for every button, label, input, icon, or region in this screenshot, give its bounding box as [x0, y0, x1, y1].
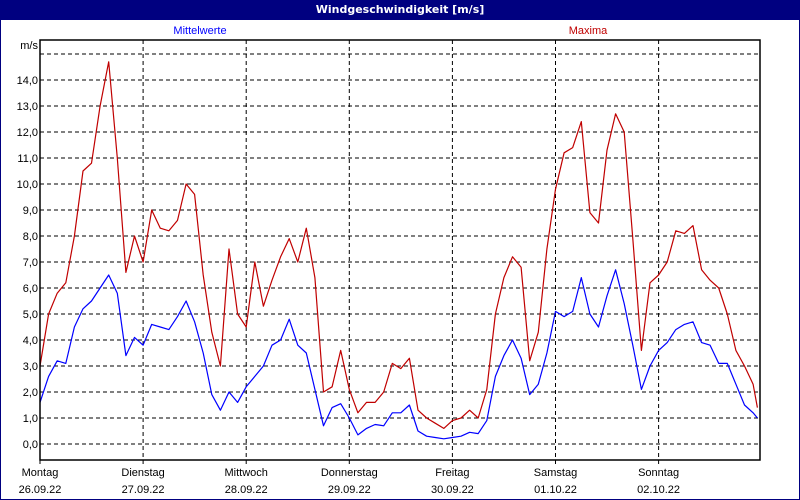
y-tick-label: 6,0: [23, 283, 38, 295]
y-tick-label: 2,0: [23, 387, 38, 399]
y-tick-label: 12,0: [17, 127, 38, 139]
x-day-label: Mittwoch: [224, 467, 267, 479]
axis-labels: 0,0 1,0 2,0 3,0 4,0 5,0 6,0 7,0 8,0 9,0 10,0 11,0 12…: [17, 75, 680, 496]
y-tick-label: 1,0: [23, 413, 38, 425]
y-tick-label: 14,0: [17, 75, 38, 87]
x-date-label: 28.09.22: [225, 484, 268, 496]
x-date-label: 29.09.22: [328, 484, 371, 496]
x-day-label: Montag: [22, 467, 59, 479]
x-date-label: 30.09.22: [431, 484, 474, 496]
series-line-maxima: [39, 61, 758, 429]
y-tick-label: 9,0: [23, 205, 38, 217]
legend-maxima: Maxima: [569, 25, 608, 37]
y-tick-label: 10,0: [17, 179, 38, 191]
grid: [39, 40, 760, 464]
window-title: Windgeschwindigkeit [m/s]: [0, 0, 800, 20]
x-date-label: 02.10.22: [637, 484, 680, 496]
y-tick-label: 4,0: [23, 335, 38, 347]
y-tick-label: 3,0: [23, 361, 38, 373]
plot-frame: [39, 39, 761, 461]
series-line-mittelwerte: [39, 269, 758, 440]
y-tick-label: 0,0: [23, 439, 38, 451]
x-day-label: Sonntag: [638, 467, 679, 479]
x-day-label: Freitag: [435, 467, 469, 479]
x-day-label: Samstag: [534, 467, 577, 479]
y-tick-label: 11,0: [17, 153, 38, 165]
y-tick-label: 13,0: [17, 101, 38, 113]
x-date-label: 26.09.22: [19, 484, 62, 496]
x-day-label: Donnerstag: [321, 467, 378, 479]
x-day-label: Dienstag: [121, 467, 164, 479]
y-tick-label: 5,0: [23, 309, 38, 321]
y-tick-label: 8,0: [23, 231, 38, 243]
y-tick-label: 7,0: [23, 257, 38, 269]
legend-mittelwerte: Mittelwerte: [173, 25, 226, 37]
x-date-label: 01.10.22: [534, 484, 577, 496]
y-axis-unit: m/s: [20, 40, 38, 52]
series-lines: [39, 61, 758, 440]
x-date-label: 27.09.22: [122, 484, 165, 496]
